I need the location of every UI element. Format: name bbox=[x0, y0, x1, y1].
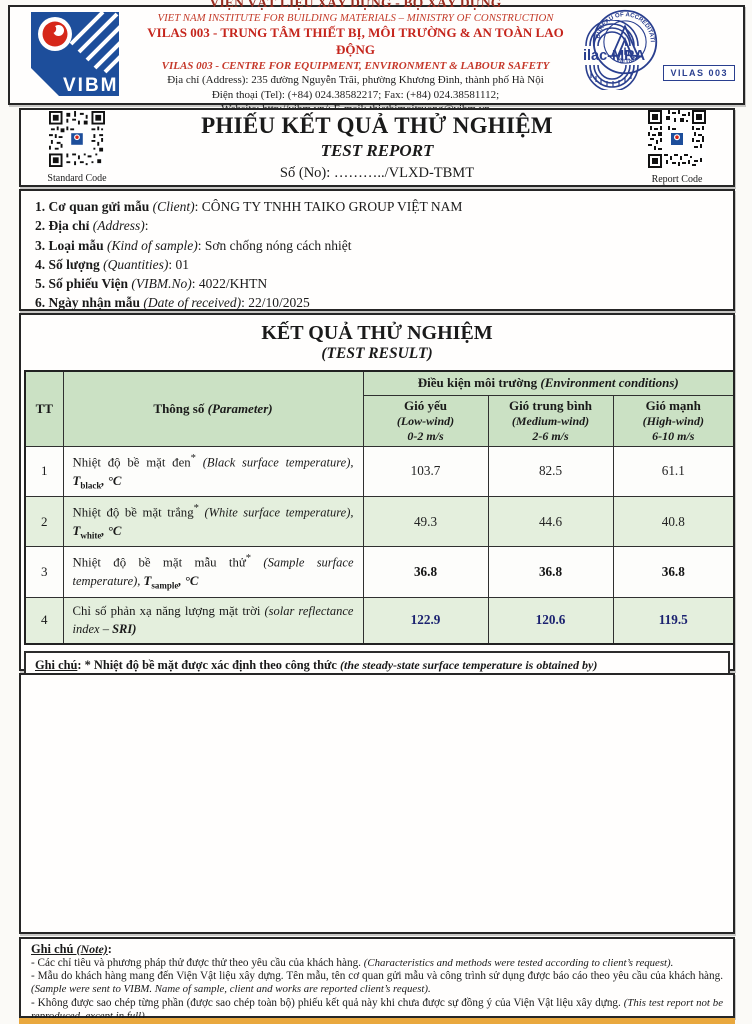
org-name-vi: VIỆN VẬT LIỆU XÂY DỰNG - BỘ XÂY DỰNG bbox=[209, 0, 502, 10]
results-title-en: (TEST RESULT) bbox=[321, 345, 433, 362]
quantity-value: 01 bbox=[175, 256, 189, 272]
footer-note-item: - Các chỉ tiêu và phương pháp thử được t… bbox=[31, 957, 674, 969]
standard-code-label: Standard Code bbox=[47, 173, 107, 184]
col-header-environment: Điều kiện môi trường (Environment condit… bbox=[362, 370, 735, 396]
accreditation-seals: ilac-MRA BUREAU OF ACCREDITATION VIETNAM… bbox=[577, 4, 737, 102]
value-cell: 120.6 bbox=[487, 596, 614, 645]
parameter-cell: Nhiệt độ bề mặt trắng* (White surface te… bbox=[62, 496, 364, 548]
parameter-cell: Nhiệt độ bề mặt đen* (Black surface temp… bbox=[62, 445, 364, 498]
value-cell: 119.5 bbox=[612, 596, 735, 645]
footer-note-item: - Mẫu do khách hàng mang đến Viện Vật li… bbox=[31, 970, 723, 996]
center-name-vi: VILAS 003 - TRUNG TÂM THIẾT BỊ, MÔI TRƯỜ… bbox=[147, 25, 564, 58]
report-qr-icon bbox=[648, 110, 706, 168]
formula-note: Ghi chú: * Nhiệt độ bề mặt được xác định… bbox=[35, 658, 598, 673]
results-table: TT Thông số (Parameter) Điều kiện môi tr… bbox=[24, 370, 736, 646]
sample-kind-line: 3. Loại mẫu (Kind of sample): Sơn chống … bbox=[35, 237, 352, 253]
phone-line: Điện thoại (Tel): (+84) 024.38582217; Fa… bbox=[211, 88, 500, 101]
col-header-low-wind: Gió yếu (Low-wind) 0-2 m/s bbox=[362, 394, 489, 447]
value-cell: 44.6 bbox=[487, 496, 614, 548]
date-received-line: 6. Ngày nhận mẫu (Date of received): 22/… bbox=[35, 295, 310, 311]
table-row-black-surface: 1 Nhiệt độ bề mặt đen* (Black surface te… bbox=[24, 445, 735, 498]
quantity-line: 4. Số lượng (Quantities): 01 bbox=[35, 256, 189, 272]
col-header-tt: TT bbox=[24, 370, 64, 447]
page-title: PHIẾU KẾT QUẢ THỬ NGHIỆM bbox=[201, 113, 553, 138]
parameter-cell: Chỉ số phản xạ năng lượng mặt trời (sola… bbox=[62, 596, 364, 645]
client-line: 1. Cơ quan gửi mẫu (Client): CÔNG TY TNH… bbox=[35, 199, 463, 214]
col-header-high-wind: Gió mạnh (High-wind) 6-10 m/s bbox=[612, 394, 735, 447]
header-text: VIỆN VẬT LIỆU XÂY DỰNG - BỘ XÂY DỰNG VIE… bbox=[134, 0, 577, 116]
value-cell: 36.8 bbox=[487, 546, 614, 598]
center-name-en: VILAS 003 - CENTRE FOR EQUIPMENT, ENVIRO… bbox=[161, 60, 550, 73]
standard-code-block: Standard Code bbox=[31, 111, 123, 184]
title-section: Standard Code PHIẾU KẾT QUẢ THỬ NGHIỆM T… bbox=[19, 108, 735, 187]
vilas-badge: VILAS 003 bbox=[663, 65, 735, 81]
boa-seal: BUREAU OF ACCREDITATION VIETNAM VILAS 00… bbox=[589, 4, 735, 81]
value-cell: 40.8 bbox=[612, 496, 735, 548]
standard-qr-icon bbox=[49, 111, 105, 167]
vibm-no-value: 4022/KHTN bbox=[198, 276, 268, 292]
page-title-en: TEST REPORT bbox=[320, 141, 434, 160]
signature-area bbox=[19, 673, 735, 934]
document-title-block: PHIẾU KẾT QUẢ THỬ NGHIỆM TEST REPORT Số … bbox=[123, 113, 631, 182]
col-header-parameter: Thông số (Parameter) bbox=[62, 370, 364, 447]
results-title: KẾT QUẢ THỬ NGHIỆM bbox=[261, 322, 493, 344]
table-row-white-surface: 2 Nhiệt độ bề mặt trắng* (White surface … bbox=[24, 496, 735, 548]
client-info-section: 1. Cơ quan gửi mẫu (Client): CÔNG TY TNH… bbox=[19, 189, 735, 311]
vibm-no-line: 5. Số phiếu Viện (VIBM.No): 4022/KHTN bbox=[35, 276, 268, 292]
value-cell: 49.3 bbox=[362, 496, 489, 548]
address-line: Địa chỉ (Address): 235 đường Nguyễn Trãi… bbox=[167, 74, 544, 87]
header-section: VIBM VIỆN VẬT LIỆU XÂY DỰNG - BỘ XÂY DỰN… bbox=[8, 0, 745, 115]
footer-notes-heading: Ghi chú (Note): bbox=[31, 942, 112, 956]
vibm-logo: VIBM bbox=[16, 10, 134, 100]
boa-seal-icon: BUREAU OF ACCREDITATION VIETNAM bbox=[589, 4, 658, 75]
report-number: Số (No): ………../VLXD-TBMT bbox=[279, 165, 475, 181]
date-received-value: 22/10/2025 bbox=[248, 295, 310, 311]
table-row-sample-surface: 3 Nhiệt độ bề mặt mẫu thử* (Sample surfa… bbox=[24, 546, 735, 598]
org-name-en: VIET NAM INSTITUTE FOR BUILDING MATERIAL… bbox=[157, 12, 554, 25]
report-code-label: Report Code bbox=[651, 174, 703, 185]
report-code-block: Report Code bbox=[631, 110, 723, 185]
value-cell: 122.9 bbox=[362, 596, 489, 645]
table-row-sri: 4 Chỉ số phản xạ năng lượng mặt trời (so… bbox=[24, 596, 735, 645]
footer-notes-section: Ghi chú (Note): - Các chỉ tiêu và phương… bbox=[19, 937, 735, 1022]
col-header-medium-wind: Gió trung bình (Medium-wind) 2-6 m/s bbox=[487, 394, 614, 447]
client-value: CÔNG TY TNHH TAIKO GROUP VIỆT NAM bbox=[201, 199, 463, 214]
value-cell: 36.8 bbox=[362, 546, 489, 598]
svg-text:VIBM: VIBM bbox=[63, 75, 119, 96]
value-cell: 82.5 bbox=[487, 445, 614, 498]
value-cell: 103.7 bbox=[362, 445, 489, 498]
vibm-logo-icon: VIBM bbox=[31, 12, 119, 96]
value-cell: 36.8 bbox=[612, 546, 735, 598]
svg-text:VIETNAM: VIETNAM bbox=[616, 53, 643, 65]
results-section: KẾT QUẢ THỬ NGHIỆM (TEST RESULT) TT Thôn… bbox=[19, 313, 736, 716]
value-cell: 61.1 bbox=[612, 445, 735, 498]
sample-kind-value: Sơn chống nóng cách nhiệt bbox=[204, 237, 352, 253]
address-line-item: 2. Địa chỉ (Address): bbox=[35, 218, 149, 234]
parameter-cell: Nhiệt độ bề mặt mẫu thử* (Sample surface… bbox=[62, 546, 364, 598]
bottom-accent-bar bbox=[19, 1018, 735, 1024]
